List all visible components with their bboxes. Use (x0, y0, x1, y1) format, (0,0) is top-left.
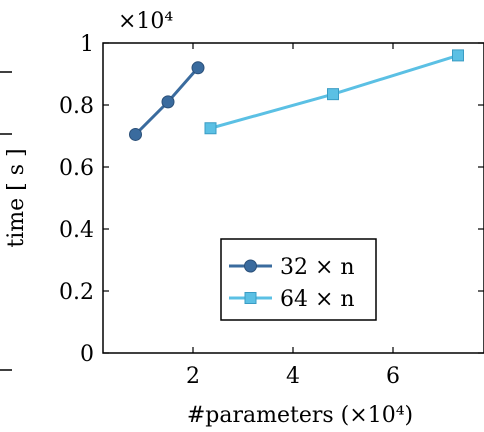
legend-label: 64 × n (280, 287, 355, 312)
x-axis-label: #parameters (×10⁴) (187, 403, 413, 428)
legend-label: 32 × n (280, 255, 355, 280)
legend: 32 × n 64 × n (220, 238, 377, 321)
y-tick-label: 0.2 (59, 280, 94, 305)
legend-entries: 32 × n 64 × n (229, 255, 355, 312)
y-tick-label: 0.6 (59, 156, 94, 181)
y-tick-label: 0.8 (59, 94, 94, 119)
data-point (204, 122, 217, 135)
data-point (452, 49, 464, 62)
y-multiplier-label: ×10⁴ (118, 9, 173, 34)
x-tick-label: 6 (386, 364, 400, 389)
ticks (103, 42, 484, 354)
y-tick-label: 0.4 (59, 218, 94, 243)
data-point (129, 127, 142, 141)
series-layer (129, 49, 464, 141)
legend-entry-1: 32 × n (229, 255, 355, 280)
series-2 (204, 49, 464, 135)
data-point (244, 292, 257, 304)
legend-entry-2: 64 × n (229, 287, 355, 312)
y-axis-label: time [ s ] (4, 148, 29, 247)
y-tick-label: 0 (80, 342, 94, 367)
x-tick-label: 2 (186, 364, 200, 389)
data-point (191, 61, 205, 75)
legend-box (220, 238, 377, 321)
data-point (244, 259, 257, 273)
tick-labels: 2 4 6 0 0.2 0.4 0.6 0.8 1 (59, 32, 400, 389)
series-1 (129, 61, 205, 141)
data-point (161, 95, 175, 109)
x-tick-label: 4 (286, 364, 300, 389)
y-tick-label: 1 (80, 32, 94, 57)
data-point (327, 88, 339, 101)
